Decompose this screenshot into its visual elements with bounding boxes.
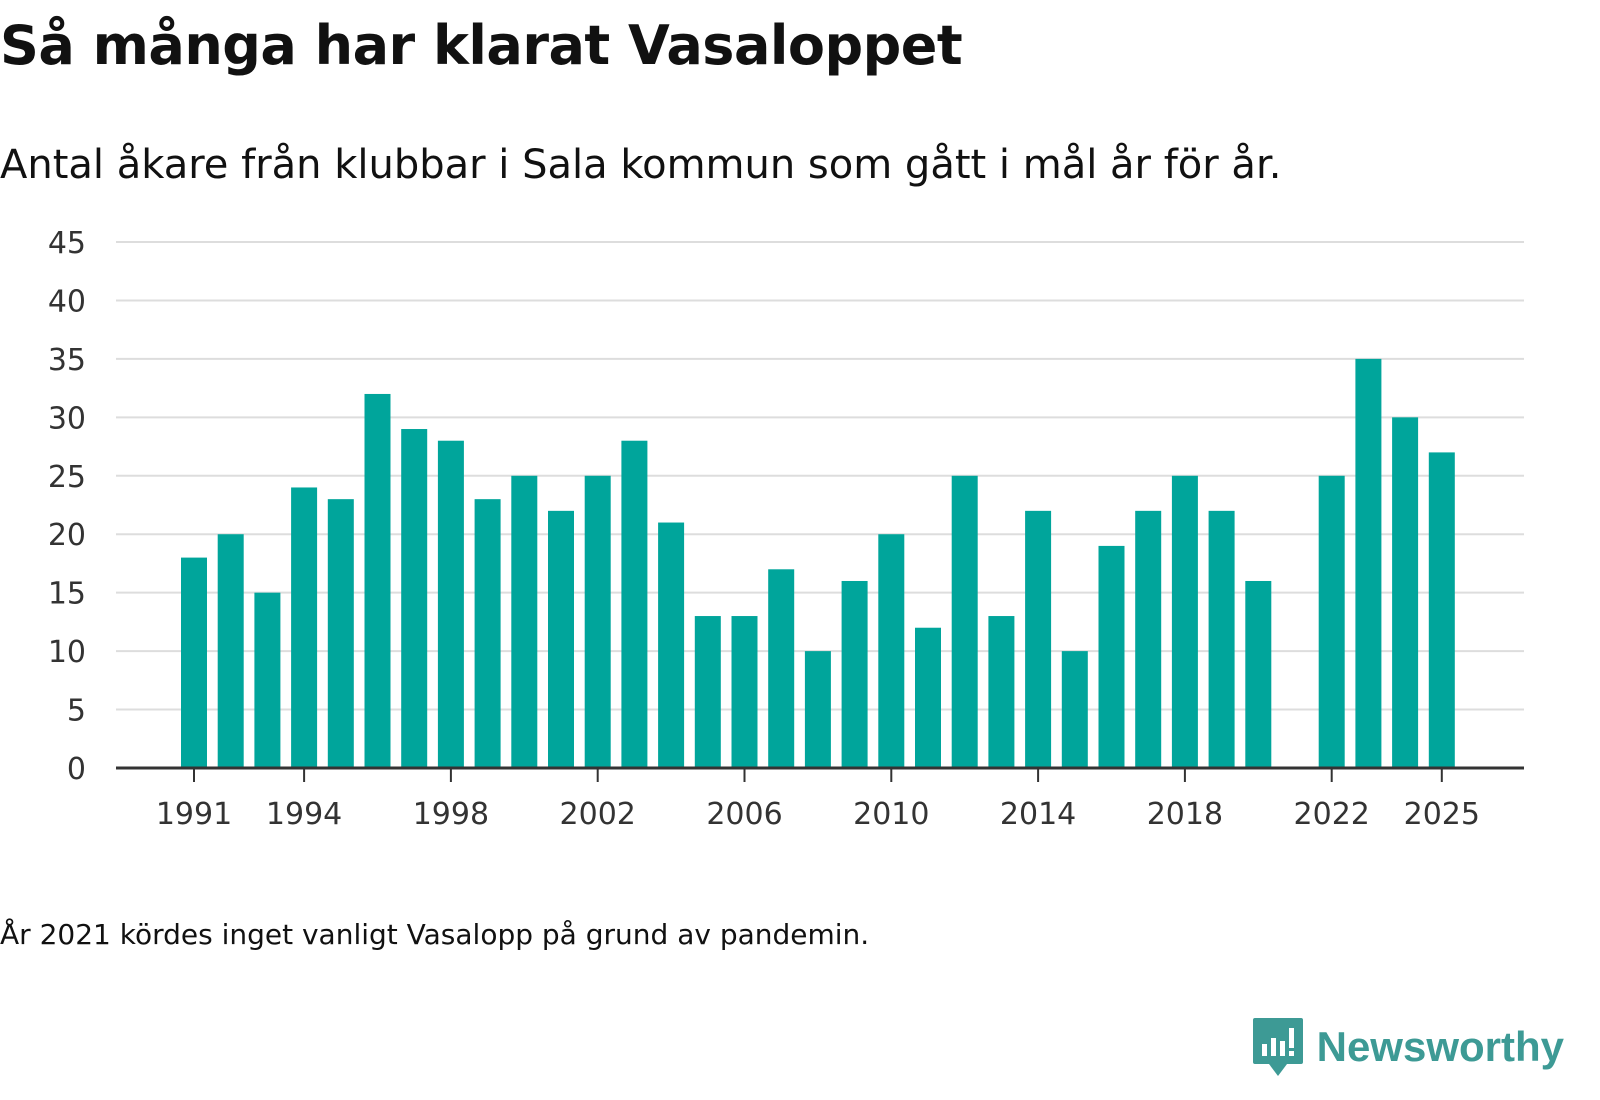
bar-2014 (1025, 510, 1052, 768)
bar-1997 (401, 429, 428, 768)
gridlines (116, 241, 1524, 711)
bar-2004 (658, 522, 685, 768)
y-tick-label: 20 (48, 518, 86, 553)
bar-2018 (1171, 475, 1198, 768)
bar-1998 (437, 440, 464, 768)
footnote: År 2021 kördes inget vanligt Vasalopp på… (0, 918, 870, 951)
bar-2010 (878, 534, 905, 768)
bar-1991 (181, 557, 207, 768)
y-tick-label: 35 (48, 343, 86, 378)
x-tick-label: 2010 (853, 797, 929, 832)
bar-2003 (621, 440, 648, 768)
x-tick-label: 1994 (266, 797, 342, 832)
brand-logo: Newsworthy (1251, 1016, 1564, 1078)
y-tick-label: 5 (67, 694, 86, 729)
bar-1993 (254, 592, 281, 768)
bar-2005 (694, 616, 721, 768)
chart-subtitle: Antal åkare från klubbar i Sala kommun s… (0, 142, 1282, 188)
x-tick-label: 2014 (1000, 797, 1076, 832)
y-tick-label: 0 (67, 752, 86, 787)
bar-2013 (988, 616, 1015, 768)
bar-2017 (1135, 510, 1162, 768)
y-tick-label: 25 (48, 460, 86, 495)
y-tick-label: 10 (48, 635, 86, 670)
bar-2002 (584, 475, 611, 768)
bar-1999 (474, 499, 501, 768)
x-tick-label: 2018 (1147, 797, 1223, 832)
bar-2006 (731, 616, 758, 768)
bar-2011 (915, 627, 941, 768)
bar-1996 (364, 393, 391, 768)
y-tick-label: 15 (48, 577, 86, 612)
newsworthy-logo-icon (1252, 1018, 1303, 1076)
y-axis-labels: 0 5 10 15 20 25 30 35 40 45 (48, 226, 86, 787)
x-tick-label: 2002 (560, 797, 636, 832)
bar-2007 (768, 569, 795, 768)
bar-2023 (1355, 358, 1382, 768)
brand-name: Newsworthy (1316, 1023, 1564, 1070)
bar-2015 (1061, 651, 1088, 768)
bars (181, 358, 1455, 768)
bar-1992 (217, 534, 244, 768)
bar-2016 (1098, 545, 1125, 768)
bar-2020 (1245, 580, 1272, 768)
bar-1995 (327, 499, 354, 768)
bar-2019 (1208, 510, 1235, 768)
bar-2009 (841, 580, 868, 768)
bar-2012 (951, 475, 978, 768)
bar-2001 (548, 510, 574, 768)
x-tick-label: 1991 (156, 797, 232, 832)
y-tick-label: 30 (48, 401, 86, 436)
bar-1994 (291, 487, 318, 768)
bar-2000 (511, 475, 538, 768)
y-tick-label: 45 (48, 226, 86, 261)
chart-title: Så många har klarat Vasaloppet (0, 14, 963, 77)
bar-2024 (1392, 417, 1419, 768)
x-axis-labels: 1991 1994 1998 2002 2006 2010 2014 2018 2022 2025 (156, 797, 1480, 832)
x-tick-label: 2006 (706, 797, 782, 832)
x-axis (116, 766, 1524, 782)
bar-2022 (1318, 475, 1345, 768)
y-tick-label: 40 (48, 284, 86, 319)
bar-2008 (804, 651, 831, 768)
x-tick-label: 1998 (413, 797, 489, 832)
x-tick-label: 2022 (1294, 797, 1370, 832)
bar-2025 (1428, 452, 1455, 768)
x-tick-label: 2025 (1404, 797, 1480, 832)
